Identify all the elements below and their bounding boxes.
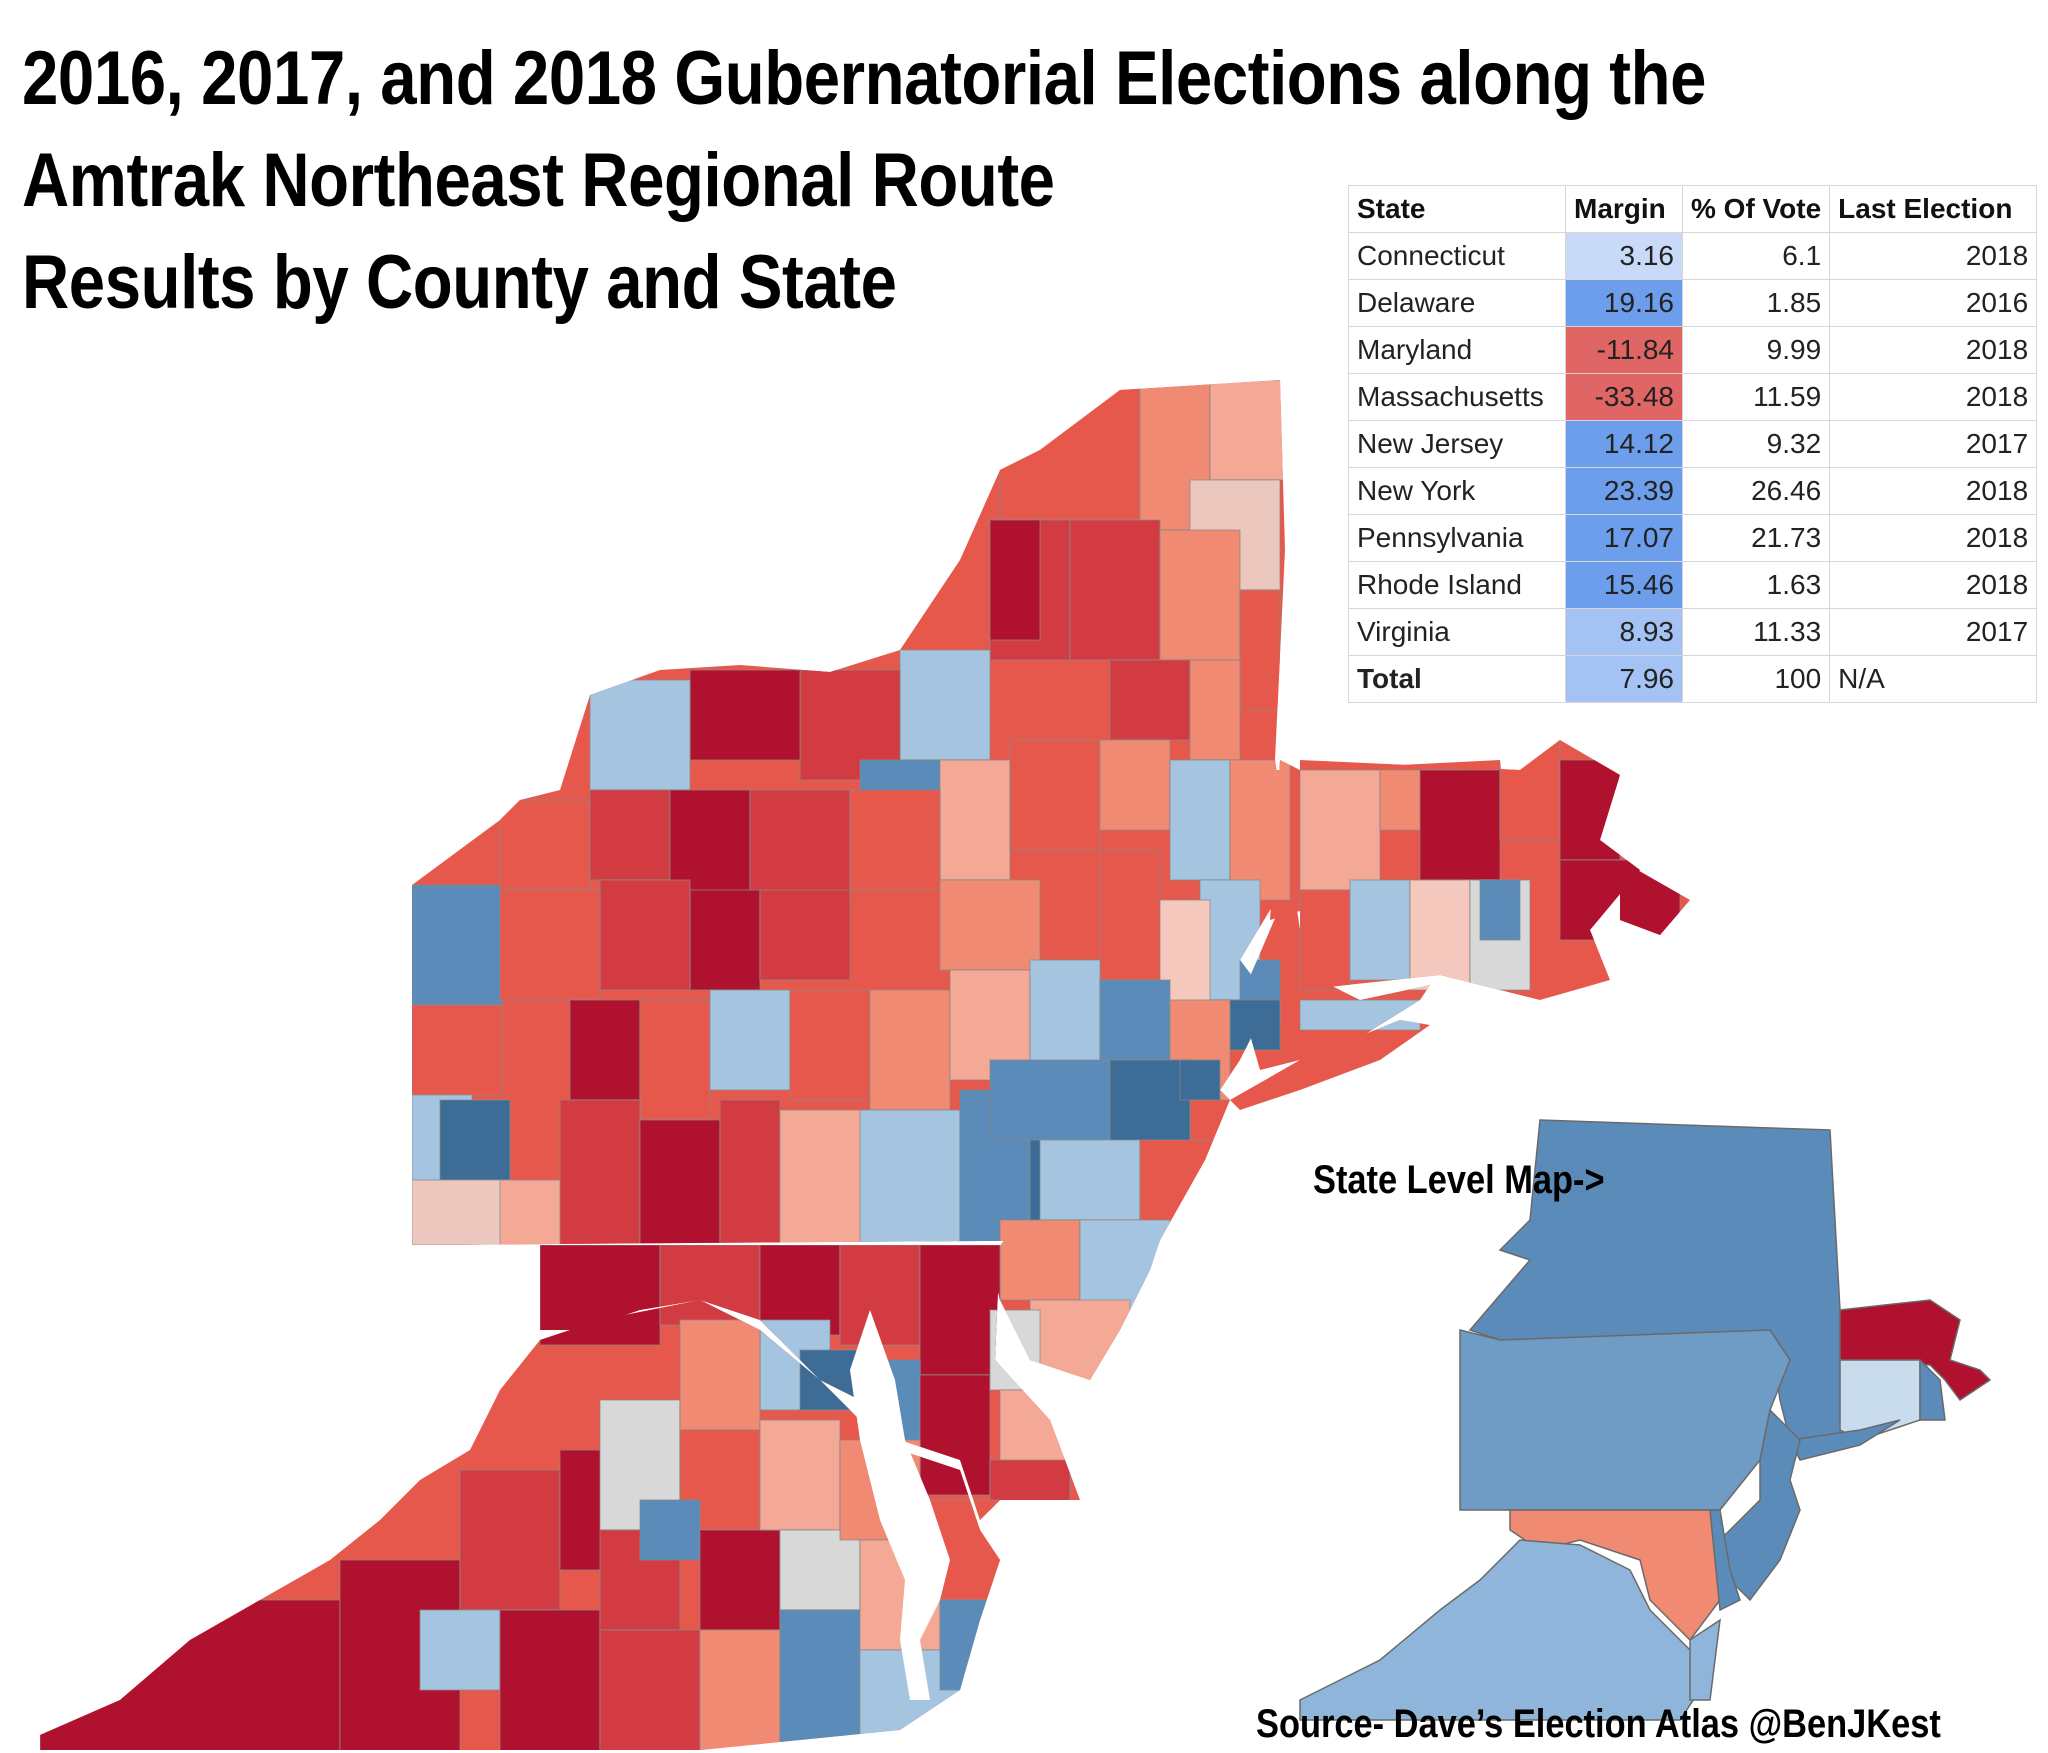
table-row: New York 23.39 26.46 2018 bbox=[1348, 467, 2038, 515]
state-level-map bbox=[1299, 1119, 1992, 1721]
inset-rhode-island bbox=[1919, 1358, 1946, 1421]
margin-cell: -11.84 bbox=[1565, 326, 1683, 374]
inset-long-island bbox=[1788, 1419, 1901, 1461]
last-election-cell: 2017 bbox=[1829, 608, 2038, 656]
vote-cell: 100 bbox=[1681, 655, 1831, 703]
margin-cell: 8.93 bbox=[1565, 608, 1683, 656]
vote-cell: 21.73 bbox=[1681, 514, 1831, 562]
table-row: Massachusetts -33.48 11.59 2018 bbox=[1348, 373, 2038, 421]
state-cell: New York bbox=[1348, 467, 1566, 515]
results-table: State Margin % Of Vote Last Election Con… bbox=[1348, 185, 2038, 703]
last-election-cell: 2018 bbox=[1829, 373, 2038, 421]
table-row: Connecticut 3.16 6.1 2018 bbox=[1348, 232, 2038, 280]
state-cell: Rhode Island bbox=[1348, 561, 1566, 609]
margin-cell: 19.16 bbox=[1565, 279, 1683, 327]
margin-cell: 14.12 bbox=[1565, 420, 1683, 468]
table-row: Rhode Island 15.46 1.63 2018 bbox=[1348, 561, 2038, 609]
vote-cell: 1.63 bbox=[1681, 561, 1831, 609]
last-election-cell: 2018 bbox=[1829, 561, 2038, 609]
table-row: Virginia 8.93 11.33 2017 bbox=[1348, 608, 2038, 656]
last-election-cell: N/A bbox=[1829, 655, 2038, 703]
last-election-cell: 2018 bbox=[1829, 467, 2038, 515]
table-total-row: Total 7.96 100 N/A bbox=[1348, 655, 2038, 703]
state-cell: New Jersey bbox=[1348, 420, 1566, 468]
table-row: Maryland -11.84 9.99 2018 bbox=[1348, 326, 2038, 374]
title-line-3: Results by County and State bbox=[22, 240, 897, 325]
header-vote: % Of Vote bbox=[1681, 185, 1831, 233]
table-header-row: State Margin % Of Vote Last Election bbox=[1348, 185, 2038, 233]
vote-cell: 11.59 bbox=[1681, 373, 1831, 421]
margin-cell: 3.16 bbox=[1565, 232, 1683, 280]
margin-cell: 23.39 bbox=[1565, 467, 1683, 515]
margin-cell: 17.07 bbox=[1565, 514, 1683, 562]
inset-delaware bbox=[1709, 1509, 1741, 1612]
chesapeake-bay bbox=[850, 1310, 950, 1700]
last-election-cell: 2018 bbox=[1829, 232, 2038, 280]
state-cell: Maryland bbox=[1348, 326, 1566, 374]
vote-cell: 9.99 bbox=[1681, 326, 1831, 374]
state-cell: Virginia bbox=[1348, 608, 1566, 656]
state-cell: Pennsylvania bbox=[1348, 514, 1566, 562]
header-last-election: Last Election bbox=[1829, 185, 2038, 233]
inset-virginia bbox=[1299, 1539, 1701, 1721]
last-election-cell: 2018 bbox=[1829, 514, 2038, 562]
margin-cell: 15.46 bbox=[1565, 561, 1683, 609]
state-cell: Delaware bbox=[1348, 279, 1566, 327]
last-election-cell: 2017 bbox=[1829, 420, 2038, 468]
last-election-cell: 2016 bbox=[1829, 279, 2038, 327]
map-title: 2016, 2017, and 2018 Gubernatorial Elect… bbox=[22, 28, 1706, 334]
vote-cell: 6.1 bbox=[1681, 232, 1831, 280]
last-election-cell: 2018 bbox=[1829, 326, 2038, 374]
state-level-label: State Level Map-> bbox=[1313, 1158, 1605, 1202]
inset-new-jersey bbox=[1719, 1408, 1801, 1602]
source-label: Source- Dave’s Election Atlas @BenJKest bbox=[1256, 1702, 1941, 1746]
table-row: Delaware 19.16 1.85 2016 bbox=[1348, 279, 2038, 327]
header-margin: Margin bbox=[1565, 185, 1683, 233]
title-line-1: 2016, 2017, and 2018 Gubernatorial Elect… bbox=[22, 36, 1707, 121]
vote-cell: 11.33 bbox=[1681, 608, 1831, 656]
vote-cell: 1.85 bbox=[1681, 279, 1831, 327]
vote-cell: 26.46 bbox=[1681, 467, 1831, 515]
margin-cell: 7.96 bbox=[1565, 655, 1683, 703]
header-state: State bbox=[1348, 185, 1566, 233]
vote-cell: 9.32 bbox=[1681, 420, 1831, 468]
inset-pennsylvania bbox=[1459, 1329, 1791, 1511]
state-cell: Connecticut bbox=[1348, 232, 1566, 280]
state-cell: Total bbox=[1348, 655, 1566, 703]
table-row: Pennsylvania 17.07 21.73 2018 bbox=[1348, 514, 2038, 562]
title-line-2: Amtrak Northeast Regional Route bbox=[22, 138, 1055, 223]
state-cell: Massachusetts bbox=[1348, 373, 1566, 421]
table-row: New Jersey 14.12 9.32 2017 bbox=[1348, 420, 2038, 468]
margin-cell: -33.48 bbox=[1565, 373, 1683, 421]
